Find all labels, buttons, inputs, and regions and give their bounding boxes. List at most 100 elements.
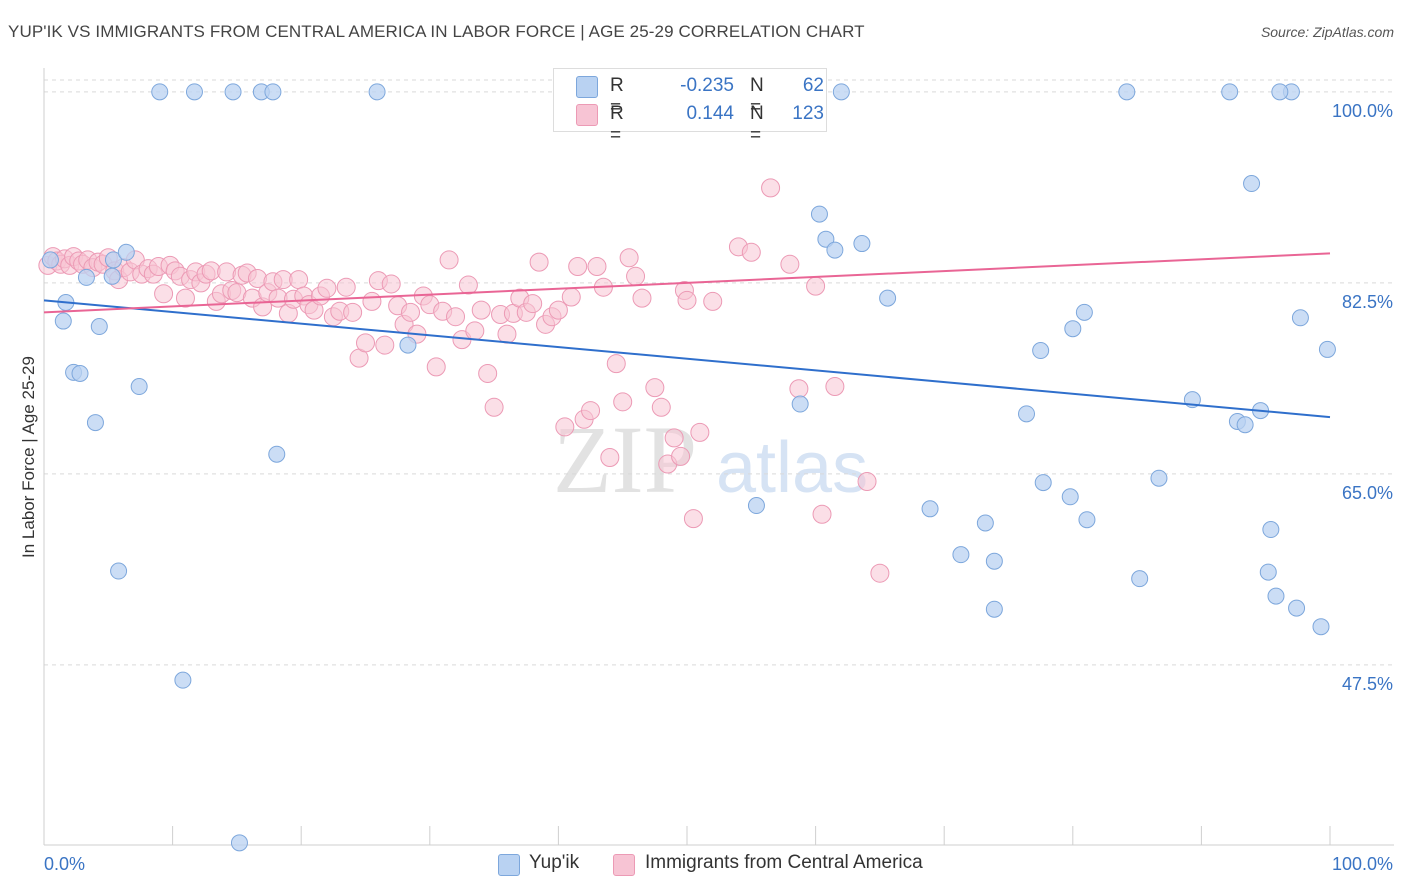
data-point-yupik bbox=[810, 205, 828, 223]
data-point-yupik bbox=[130, 378, 148, 396]
data-point-yupik bbox=[952, 546, 970, 564]
data-point-yupik bbox=[1131, 570, 1149, 588]
legend-n-value: 62 bbox=[802, 75, 824, 96]
data-point-immigrants bbox=[761, 178, 781, 198]
data-point-immigrants bbox=[677, 290, 697, 310]
data-point-yupik bbox=[90, 318, 108, 336]
y-tick-label: 100.0% bbox=[1332, 101, 1393, 121]
gridlines bbox=[44, 79, 1394, 666]
data-point-immigrants bbox=[780, 254, 800, 274]
data-point-yupik bbox=[268, 445, 286, 463]
data-point-yupik bbox=[54, 312, 72, 330]
data-point-immigrants bbox=[606, 354, 626, 374]
bottom-legend-swatch-immigrants bbox=[613, 854, 635, 876]
data-point-yupik bbox=[921, 500, 939, 518]
chart-title: YUP'IK VS IMMIGRANTS FROM CENTRAL AMERIC… bbox=[8, 22, 865, 41]
legend-swatch-immigrants bbox=[576, 104, 598, 126]
data-point-yupik bbox=[747, 497, 765, 515]
data-point-yupik bbox=[1259, 563, 1277, 581]
data-point-immigrants bbox=[671, 446, 691, 466]
data-point-yupik bbox=[174, 671, 192, 689]
legend: R = -0.235 N = 62 R = 0.144 N = 123 bbox=[553, 68, 827, 146]
data-point-immigrants bbox=[375, 335, 395, 355]
legend-swatch-yupik bbox=[576, 76, 598, 98]
data-point-yupik bbox=[1267, 587, 1285, 605]
data-point-yupik bbox=[879, 289, 897, 307]
data-point-yupik bbox=[1291, 309, 1309, 327]
data-point-yupik bbox=[832, 83, 850, 101]
data-point-immigrants bbox=[619, 248, 639, 268]
y-tick-label: 82.5% bbox=[1342, 292, 1393, 312]
bottom-legend-swatch-yupik bbox=[498, 854, 520, 876]
data-point-immigrants bbox=[343, 302, 363, 322]
data-point-yupik bbox=[1032, 342, 1050, 360]
watermark: ZIP atlas bbox=[553, 406, 868, 513]
data-point-yupik bbox=[1078, 511, 1096, 529]
data-point-yupik bbox=[853, 235, 871, 253]
source-label: Source: ZipAtlas.com bbox=[1260, 24, 1394, 40]
data-point-yupik bbox=[185, 83, 203, 101]
data-point-immigrants bbox=[651, 397, 671, 417]
bottom-legend-label-yupik: Yup'ik bbox=[529, 852, 580, 873]
data-point-immigrants bbox=[825, 377, 845, 397]
data-point-yupik bbox=[224, 83, 242, 101]
data-point-immigrants bbox=[561, 287, 581, 307]
legend-r-value: 0.144 bbox=[686, 103, 734, 124]
data-point-yupik bbox=[110, 562, 128, 580]
y-axis-label: In Labor Force | Age 25-29 bbox=[19, 356, 38, 558]
data-point-yupik bbox=[41, 251, 59, 269]
axes bbox=[43, 68, 1394, 846]
data-point-immigrants bbox=[812, 504, 832, 524]
data-point-yupik bbox=[230, 834, 248, 852]
data-point-immigrants bbox=[154, 284, 174, 304]
data-point-yupik bbox=[1150, 469, 1168, 487]
data-point-immigrants bbox=[175, 288, 195, 308]
trendline-yupik bbox=[43, 299, 1331, 419]
data-point-immigrants bbox=[439, 250, 459, 270]
data-point-yupik bbox=[103, 267, 121, 285]
data-point-yupik bbox=[1118, 83, 1136, 101]
data-point-immigrants bbox=[478, 363, 498, 383]
data-point-yupik bbox=[791, 395, 809, 413]
trendline-immigrants bbox=[43, 252, 1331, 314]
data-point-immigrants bbox=[426, 357, 446, 377]
data-point-yupik bbox=[71, 364, 89, 382]
data-point-immigrants bbox=[741, 242, 761, 262]
legend-r-label: R = bbox=[610, 75, 624, 118]
data-point-immigrants bbox=[555, 417, 575, 437]
series-immigrants-points bbox=[38, 178, 890, 583]
data-point-immigrants bbox=[600, 448, 620, 467]
data-point-yupik bbox=[1061, 488, 1079, 506]
data-point-immigrants bbox=[870, 563, 890, 583]
data-point-immigrants bbox=[789, 379, 809, 399]
data-point-immigrants bbox=[458, 275, 478, 295]
data-point-immigrants bbox=[690, 422, 710, 442]
data-point-yupik bbox=[1318, 340, 1336, 358]
data-point-yupik bbox=[985, 552, 1003, 570]
data-point-immigrants bbox=[857, 472, 877, 492]
legend-n-value: 123 bbox=[792, 103, 824, 124]
legend-r-value: -0.235 bbox=[680, 75, 734, 96]
x-tick-label: 0.0% bbox=[44, 854, 85, 874]
data-point-yupik bbox=[1288, 599, 1306, 617]
data-point-yupik bbox=[151, 83, 169, 101]
data-point-immigrants bbox=[317, 278, 337, 298]
data-point-yupik bbox=[399, 336, 417, 354]
x-tick-labels: 0.0% 100.0% bbox=[44, 854, 1393, 874]
data-point-yupik bbox=[976, 514, 994, 532]
data-point-immigrants bbox=[581, 401, 601, 421]
data-point-yupik bbox=[1018, 405, 1036, 423]
data-point-yupik bbox=[1243, 175, 1261, 193]
data-point-immigrants bbox=[523, 294, 543, 314]
data-point-yupik bbox=[1236, 416, 1254, 434]
data-point-yupik bbox=[817, 230, 835, 248]
data-point-yupik bbox=[1034, 474, 1052, 492]
data-point-yupik bbox=[1271, 83, 1289, 101]
data-point-immigrants bbox=[381, 274, 401, 294]
data-point-immigrants bbox=[356, 333, 375, 353]
data-point-immigrants bbox=[548, 300, 568, 320]
data-point-yupik bbox=[264, 83, 282, 101]
data-point-immigrants bbox=[683, 509, 703, 529]
data-point-yupik bbox=[1312, 618, 1330, 636]
